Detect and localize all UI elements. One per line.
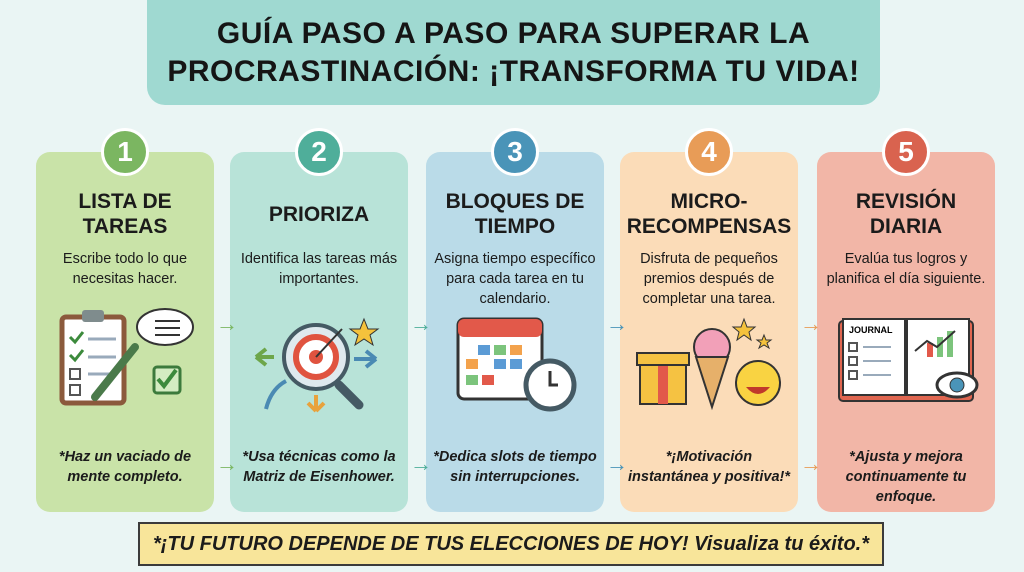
footer-banner: *¡TU FUTURO DEPENDE DE TUS ELECCIONES DE… bbox=[138, 522, 884, 566]
arrow-right-icon: → bbox=[606, 311, 628, 336]
step-card-4: 4 MICRO-RECOMPENSAS Disfruta de pequeños… bbox=[620, 128, 798, 512]
step-number-badge: 1 bbox=[101, 128, 149, 176]
journal-eye-icon: JOURNAL bbox=[838, 318, 979, 402]
footer-text: *¡TU FUTURO DEPENDE DE TUS ELECCIONES DE… bbox=[152, 532, 869, 555]
arrow-right-icon: → bbox=[216, 311, 238, 336]
arrow-right-icon: → bbox=[800, 451, 822, 476]
step-number-badge: 2 bbox=[295, 128, 343, 176]
page-title: GUÍA PASO A PASO PARA SUPERAR LA PROCRAS… bbox=[167, 16, 860, 88]
arrow-right-icon: → bbox=[410, 311, 432, 336]
step-note: *Ajusta y mejora continuamente tu enfoqu… bbox=[845, 449, 967, 505]
step-note: *Usa técnicas como la Matriz de Eisenhow… bbox=[242, 449, 396, 485]
step-note: *Haz un vaciado de mente completo. bbox=[58, 449, 192, 485]
step-title: BLOQUES DE TIEMPO bbox=[445, 190, 585, 238]
title-banner: GUÍA PASO A PASO PARA SUPERAR LA PROCRAS… bbox=[147, 0, 880, 105]
step-description: Disfruta de pequeños premios después de … bbox=[640, 251, 778, 307]
step-number-badge: 5 bbox=[882, 128, 930, 176]
clipboard-checklist-icon bbox=[59, 308, 194, 406]
step-description: Identifica las tareas más importantes. bbox=[240, 251, 398, 287]
step-number-badge: 4 bbox=[685, 128, 733, 176]
arrow-right-icon: → bbox=[410, 451, 432, 476]
step-number-badge: 3 bbox=[491, 128, 539, 176]
target-magnifier-icon bbox=[254, 317, 380, 413]
step-title: LISTA DE TAREAS bbox=[78, 190, 172, 238]
step-description: Asigna tiempo específico para cada tarea… bbox=[434, 251, 596, 307]
step-card-2: 2 PRIORIZA Identifica las tareas más imp… bbox=[230, 128, 408, 512]
arrow-right-icon: → bbox=[216, 451, 238, 476]
step-title: MICRO-RECOMPENSAS bbox=[626, 190, 792, 238]
arrow-right-icon: → bbox=[606, 451, 628, 476]
step-note: *Dedica slots de tiempo sin interrupcion… bbox=[433, 449, 597, 485]
step-title: REVISIÓN DIARIA bbox=[855, 190, 957, 238]
step-card-3: 3 BLOQUES DE TIEMPO Asigna tiempo especí… bbox=[426, 128, 604, 512]
step-title: PRIORIZA bbox=[268, 202, 370, 226]
calendar-clock-icon bbox=[456, 317, 577, 412]
step-description: Escribe todo lo que necesitas hacer. bbox=[62, 251, 188, 287]
step-card-5: 5 REVISIÓN DIARIA Evalúa tus logros y pl… bbox=[817, 128, 995, 512]
step-note: *¡Motivación instantánea y positiva!* bbox=[628, 449, 790, 485]
gift-icecream-smiley-icon bbox=[636, 317, 781, 411]
step-card-1: 1 LISTA DE TAREAS Escribe todo lo que ne… bbox=[36, 128, 214, 512]
step-description: Evalúa tus logros y planifica el día sig… bbox=[826, 251, 986, 287]
journal-label: JOURNAL bbox=[849, 325, 893, 335]
arrow-right-icon: → bbox=[800, 311, 822, 336]
